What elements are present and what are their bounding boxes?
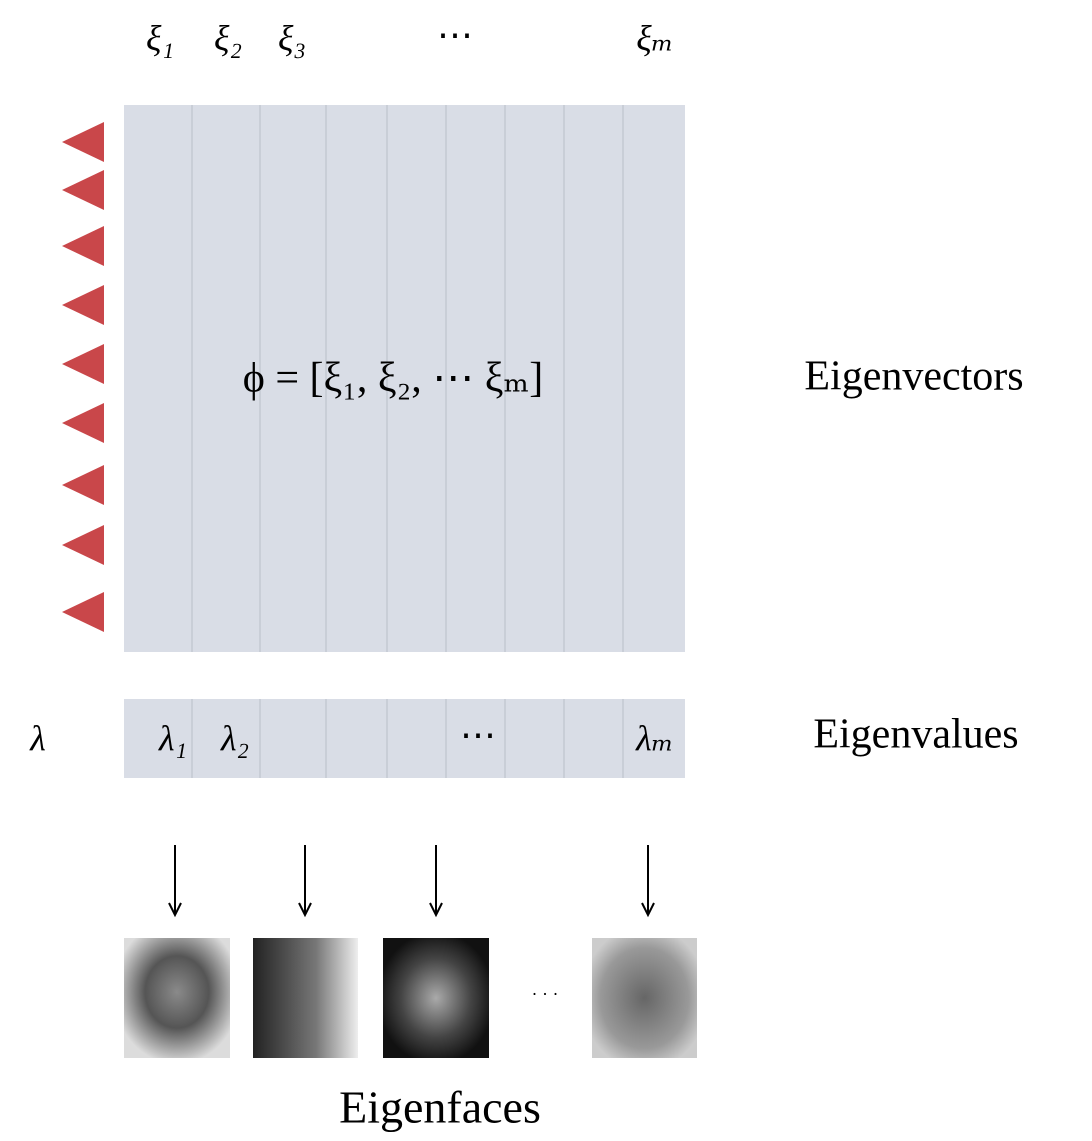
matrix-label: Eigenvectors: [804, 354, 1023, 400]
faces-ellipsis: · · ·: [532, 984, 559, 1004]
row-marker: [62, 122, 104, 162]
eigenvalue-row: λ λ₁ λ₂ ⋯ λₘ: [29, 699, 685, 778]
column-header: ξ₃: [278, 18, 306, 58]
face-image: [253, 938, 358, 1058]
eigenvalue-cell: λ₂: [220, 718, 249, 758]
row-marker: [62, 525, 104, 565]
column-headers: ξ₁ ξ₂ ξ₃ ⋯ ξₘ: [146, 14, 674, 58]
eigenfaces: · · ·: [124, 938, 697, 1058]
row-marker: [62, 170, 104, 210]
formula: ϕ = [ξ₁, ξ₂, ⋯ ξₘ]: [243, 356, 543, 402]
faces-label: Eigenfaces: [339, 1082, 541, 1133]
eigenvalue-bar: [124, 699, 685, 778]
column-header: ⋯: [437, 14, 473, 54]
face-image: [592, 938, 697, 1058]
column-header: ξ₂: [214, 18, 242, 58]
arrows: [169, 845, 654, 915]
eigenvector-matrix: ϕ = [ξ₁, ξ₂, ⋯ ξₘ]: [124, 105, 685, 652]
row-marker: [62, 403, 104, 443]
eigenvalue-label: Eigenvalues: [813, 712, 1018, 758]
row-marker: [62, 592, 104, 632]
column-header: ξₘ: [636, 18, 674, 58]
diagram: ξ₁ ξ₂ ξ₃ ⋯ ξₘ ϕ = [ξ₁, ξ₂, ⋯ ξₘ] Eigenve…: [0, 0, 1092, 1141]
arrow: [169, 845, 181, 915]
eigenvalue-cell: ⋯: [460, 714, 496, 754]
arrow: [430, 845, 442, 915]
arrow: [299, 845, 311, 915]
face-image: [124, 938, 230, 1058]
row-markers: [62, 122, 104, 632]
eigenvalue-symbol: λ: [29, 718, 46, 758]
column-header: ξ₁: [146, 18, 174, 58]
eigenvalue-cell: λ₁: [158, 718, 187, 758]
row-marker: [62, 226, 104, 266]
arrow: [642, 845, 654, 915]
row-marker: [62, 285, 104, 325]
eigenvalue-cell: λₘ: [635, 718, 674, 758]
face-image: [383, 938, 489, 1058]
row-marker: [62, 465, 104, 505]
row-marker: [62, 344, 104, 384]
